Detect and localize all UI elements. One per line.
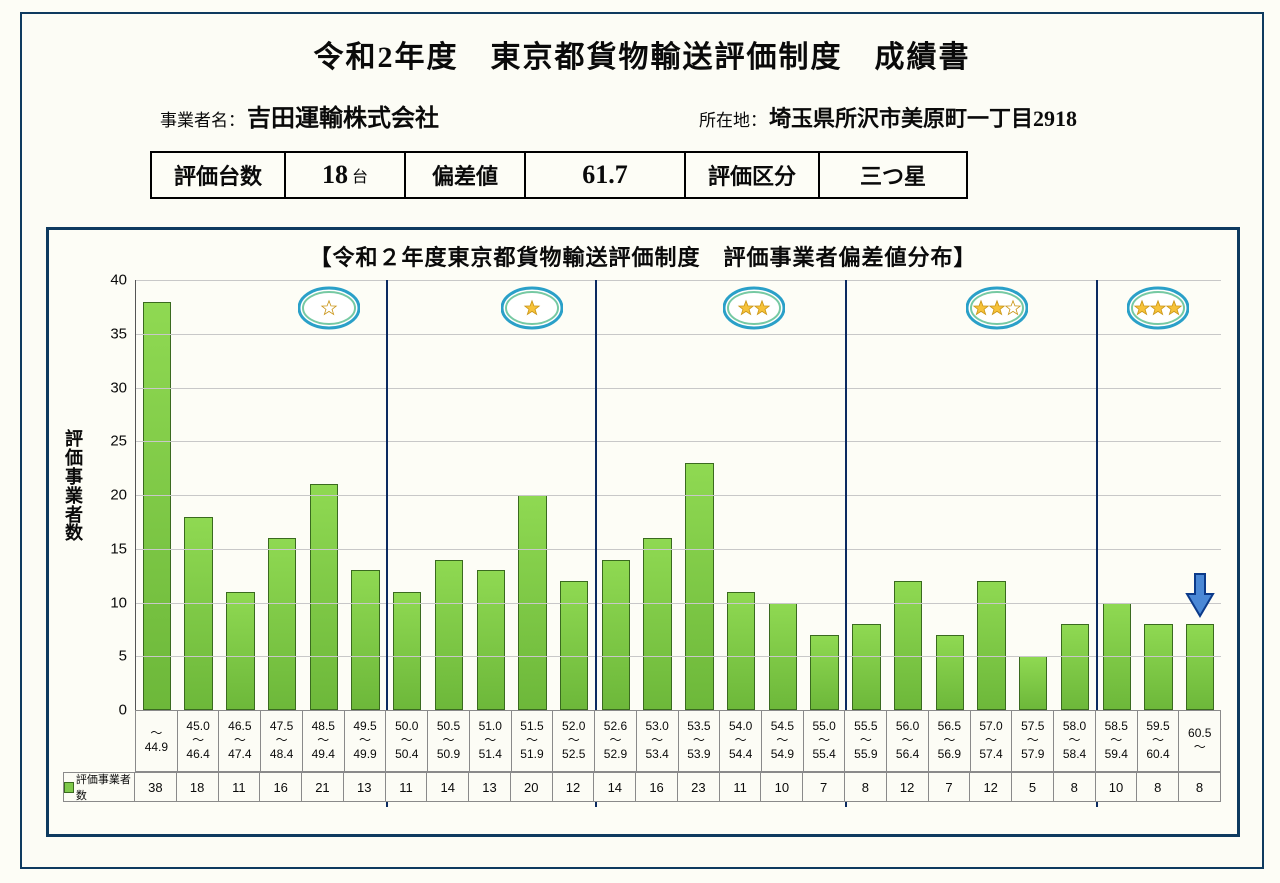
count-cell: 14 bbox=[427, 772, 469, 802]
x-bin-label: 53.0～53.4 bbox=[637, 710, 679, 772]
y-axis-label: 評価事業者数 bbox=[63, 430, 85, 543]
location-label: 所在地： bbox=[699, 106, 767, 131]
count-cell: 11 bbox=[386, 772, 428, 802]
plot-area bbox=[135, 280, 1221, 711]
count-cell: 7 bbox=[803, 772, 845, 802]
summary-table: 評価台数 18台 偏差値 61.7 評価区分 三つ星 bbox=[150, 151, 1220, 199]
count-cell: 18 bbox=[177, 772, 219, 802]
x-bin-label: 50.5～50.9 bbox=[428, 710, 470, 772]
meta-row: 事業者名： 吉田運輸株式会社 所在地： 埼玉県所沢市美原町一丁目2918 bbox=[160, 98, 1244, 133]
x-bin-label: 51.0～51.4 bbox=[470, 710, 512, 772]
x-bin-label: ～44.9 bbox=[135, 710, 178, 772]
y-axis-ticks: 0510152025303540 bbox=[91, 280, 131, 710]
indicator-arrow-icon bbox=[1185, 572, 1215, 618]
chart-frame: 【令和２年度東京都貨物輸送評価制度 評価事業者偏差値分布】 評価事業者数 051… bbox=[46, 227, 1240, 837]
summary-count-label: 評価台数 bbox=[150, 151, 284, 199]
summary-class-label: 評価区分 bbox=[684, 151, 818, 199]
count-cell: 8 bbox=[1137, 772, 1179, 802]
x-bin-label: 49.5～49.9 bbox=[345, 710, 387, 772]
count-cell: 7 bbox=[929, 772, 971, 802]
x-bin-label: 47.5～48.4 bbox=[261, 710, 303, 772]
x-bin-label: 55.0～55.4 bbox=[804, 710, 846, 772]
summary-dev-label: 偏差値 bbox=[404, 151, 524, 199]
chart-title: 【令和２年度東京都貨物輸送評価制度 評価事業者偏差値分布】 bbox=[63, 240, 1223, 272]
x-bin-label: 55.5～55.9 bbox=[845, 710, 887, 772]
summary-count-value: 18台 bbox=[284, 151, 404, 199]
count-cell: 20 bbox=[511, 772, 553, 802]
x-bin-label: 54.5～54.9 bbox=[762, 710, 804, 772]
count-cell: 21 bbox=[302, 772, 344, 802]
x-bin-label: 52.0～52.5 bbox=[553, 710, 595, 772]
summary-class-value: 三つ星 bbox=[818, 151, 968, 199]
x-bin-label: 54.0～54.4 bbox=[720, 710, 762, 772]
x-bin-label: 52.6～52.9 bbox=[595, 710, 637, 772]
location-value: 埼玉県所沢市美原町一丁目2918 bbox=[769, 101, 1077, 133]
x-bin-label: 45.0～46.4 bbox=[178, 710, 220, 772]
count-cell: 13 bbox=[469, 772, 511, 802]
x-bin-label: 50.0～50.4 bbox=[386, 710, 428, 772]
x-bin-label: 56.5～56.9 bbox=[929, 710, 971, 772]
count-cell: 12 bbox=[553, 772, 595, 802]
x-bin-label: 51.5～51.9 bbox=[512, 710, 554, 772]
count-cell: 5 bbox=[1012, 772, 1054, 802]
x-bin-label: 57.0～57.4 bbox=[971, 710, 1013, 772]
summary-dev-value: 61.7 bbox=[524, 151, 684, 199]
count-cell: 10 bbox=[1096, 772, 1138, 802]
count-cell: 12 bbox=[887, 772, 929, 802]
count-cell: 11 bbox=[720, 772, 762, 802]
x-bin-label: 60.5～ bbox=[1179, 710, 1221, 772]
count-cell: 16 bbox=[636, 772, 678, 802]
operator-name: 吉田運輸株式会社 bbox=[247, 98, 439, 133]
x-axis-labels: ～44.945.0～46.446.5～47.447.5～48.448.5～49.… bbox=[135, 710, 1221, 772]
count-cell: 8 bbox=[1054, 772, 1096, 802]
count-cell: 16 bbox=[260, 772, 302, 802]
count-cell: 13 bbox=[344, 772, 386, 802]
x-bin-label: 58.5～59.4 bbox=[1096, 710, 1138, 772]
count-row: 評価事業者数3818111621131114132012141623111078… bbox=[63, 772, 1221, 802]
count-cell: 12 bbox=[970, 772, 1012, 802]
x-bin-label: 46.5～47.4 bbox=[219, 710, 261, 772]
count-cell: 11 bbox=[219, 772, 261, 802]
count-cell: 14 bbox=[594, 772, 636, 802]
x-bin-label: 58.0～58.4 bbox=[1054, 710, 1096, 772]
count-cell: 8 bbox=[1179, 772, 1221, 802]
x-bin-label: 57.5～57.9 bbox=[1012, 710, 1054, 772]
x-bin-label: 53.5～53.9 bbox=[679, 710, 721, 772]
count-cell: 10 bbox=[761, 772, 803, 802]
count-row-header: 評価事業者数 bbox=[63, 772, 135, 802]
x-bin-label: 56.0～56.4 bbox=[887, 710, 929, 772]
x-bin-label: 48.5～49.4 bbox=[303, 710, 345, 772]
count-cell: 8 bbox=[845, 772, 887, 802]
count-cell: 38 bbox=[135, 772, 177, 802]
page-title: 令和2年度 東京都貨物輸送評価制度 成績書 bbox=[40, 32, 1244, 76]
document-frame: 令和2年度 東京都貨物輸送評価制度 成績書 事業者名： 吉田運輸株式会社 所在地… bbox=[20, 12, 1264, 869]
count-cell: 23 bbox=[678, 772, 720, 802]
operator-label: 事業者名： bbox=[160, 106, 245, 131]
x-bin-label: 59.5～60.4 bbox=[1138, 710, 1180, 772]
